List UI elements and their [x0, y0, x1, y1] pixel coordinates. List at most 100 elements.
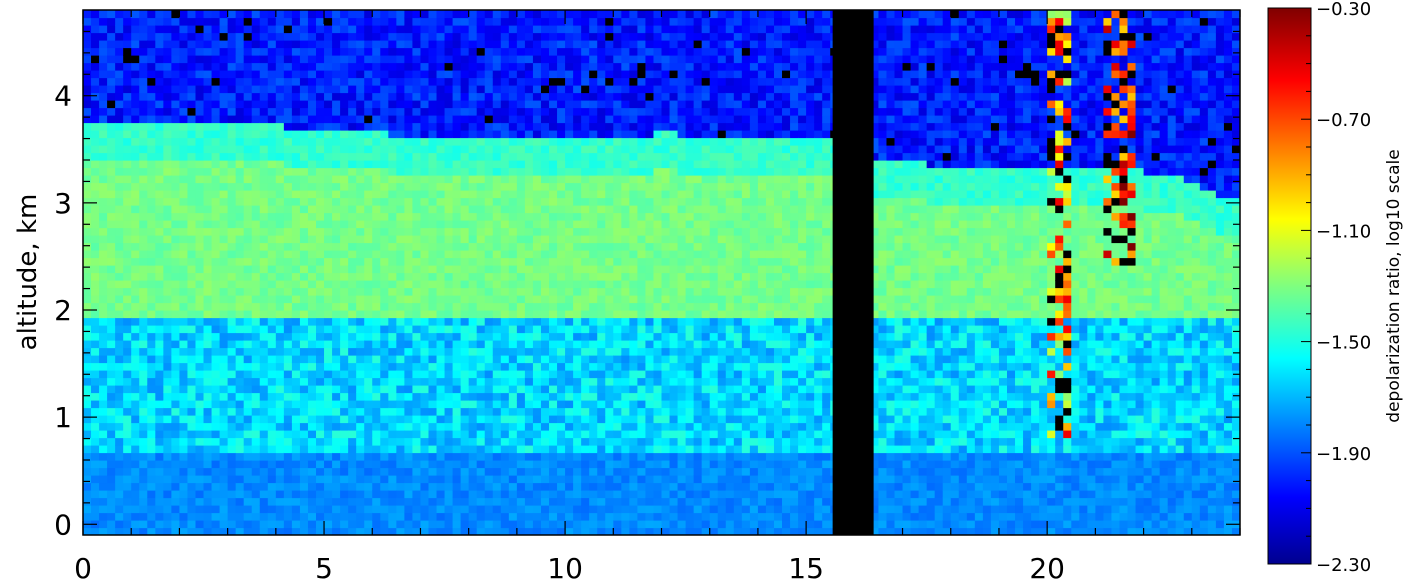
- heatmap-cell: [139, 295, 148, 304]
- heatmap-cell: [251, 385, 261, 394]
- heatmap-cell: [372, 257, 381, 266]
- heatmap-cell: [468, 122, 478, 131]
- heatmap-cell: [581, 310, 590, 319]
- heatmap-cell: [508, 362, 518, 371]
- heatmap-cell: [613, 167, 622, 176]
- heatmap-cell: [540, 497, 550, 506]
- heatmap-cell: [259, 25, 269, 34]
- heatmap-cell: [267, 490, 277, 499]
- heatmap-cell: [275, 445, 285, 454]
- heatmap-cell: [235, 265, 245, 274]
- heatmap-cell: [291, 490, 301, 499]
- heatmap-cell: [492, 130, 502, 139]
- heatmap-cell: [83, 205, 92, 214]
- heatmap-cell: [404, 212, 414, 221]
- heatmap-cell: [291, 100, 301, 109]
- heatmap-cell: [420, 355, 430, 364]
- heatmap-cell: [444, 212, 454, 221]
- heatmap-cell: [420, 445, 430, 454]
- heatmap-cell: [139, 362, 148, 371]
- heatmap-cell: [613, 17, 622, 26]
- heatmap-cell: [91, 527, 100, 535]
- heatmap-cell: [581, 400, 590, 409]
- heatmap-cell: [131, 287, 140, 296]
- heatmap-cell: [307, 347, 317, 356]
- heatmap-cell: [91, 115, 100, 124]
- heatmap-cell: [565, 445, 574, 454]
- heatmap-cell: [605, 77, 614, 86]
- heatmap-cell: [484, 62, 494, 71]
- heatmap-cell: [299, 287, 309, 296]
- heatmap-cell: [581, 32, 590, 41]
- heatmap-cell: [516, 205, 526, 214]
- heatmap-cell: [460, 167, 470, 176]
- heatmap-cell: [139, 302, 148, 311]
- heatmap-cell: [227, 40, 237, 49]
- heatmap-cell: [291, 220, 301, 229]
- heatmap-cell: [235, 325, 245, 334]
- heatmap-cell: [203, 167, 213, 176]
- heatmap-cell: [83, 17, 92, 26]
- heatmap-cell: [259, 17, 269, 26]
- heatmap-cell: [147, 482, 156, 491]
- heatmap-cell: [131, 520, 140, 529]
- heatmap-cell: [316, 437, 325, 446]
- heatmap-cell: [115, 400, 124, 409]
- heatmap-cell: [227, 460, 237, 469]
- heatmap-cell: [275, 107, 285, 116]
- heatmap-cell: [412, 197, 422, 206]
- heatmap-cell: [524, 257, 534, 266]
- heatmap-cell: [508, 130, 518, 139]
- heatmap-cell: [348, 17, 357, 26]
- heatmap-cell: [380, 452, 389, 461]
- heatmap-cell: [147, 505, 156, 514]
- heatmap-cell: [508, 370, 518, 379]
- heatmap-cell: [147, 520, 156, 529]
- heatmap-cell: [549, 400, 558, 409]
- heatmap-cell: [388, 490, 397, 499]
- heatmap-cell: [316, 55, 325, 64]
- heatmap-cell: [396, 527, 405, 535]
- heatmap-cell: [540, 430, 550, 439]
- heatmap-cell: [251, 115, 261, 124]
- heatmap-cell: [573, 452, 582, 461]
- heatmap-cell: [388, 137, 397, 146]
- heatmap-cell: [235, 115, 245, 124]
- heatmap-cell: [460, 407, 470, 416]
- heatmap-cell: [251, 220, 261, 229]
- heatmap-cell: [549, 520, 558, 529]
- heatmap-cell: [492, 152, 502, 161]
- heatmap-cell: [235, 227, 245, 236]
- heatmap-cell: [356, 122, 365, 131]
- heatmap-cell: [123, 92, 132, 101]
- heatmap-cell: [645, 370, 655, 379]
- heatmap-cell: [316, 227, 325, 236]
- heatmap-cell: [235, 355, 245, 364]
- heatmap-cell: [436, 265, 446, 274]
- heatmap-cell: [605, 505, 614, 514]
- heatmap-cell: [388, 467, 397, 476]
- heatmap-cell: [139, 370, 148, 379]
- heatmap-cell: [500, 205, 510, 214]
- heatmap-cell: [388, 100, 397, 109]
- heatmap-cell: [235, 250, 245, 259]
- heatmap-cell: [179, 227, 189, 236]
- heatmap-cell: [597, 107, 606, 116]
- heatmap-cell: [484, 175, 494, 184]
- heatmap-cell: [492, 235, 502, 244]
- heatmap-cell: [388, 497, 397, 506]
- heatmap-cell: [259, 340, 269, 349]
- heatmap-cell: [452, 302, 462, 311]
- heatmap-cell: [557, 115, 566, 124]
- heatmap-cell: [573, 212, 582, 221]
- heatmap-cell: [380, 505, 389, 514]
- heatmap-cell: [412, 32, 422, 41]
- heatmap-cell: [324, 332, 333, 341]
- heatmap-cell: [235, 437, 245, 446]
- heatmap-cell: [557, 520, 566, 529]
- heatmap-cell: [380, 175, 389, 184]
- heatmap-cell: [388, 257, 397, 266]
- heatmap-cell: [557, 205, 566, 214]
- heatmap-cell: [131, 362, 140, 371]
- heatmap-cell: [139, 407, 148, 416]
